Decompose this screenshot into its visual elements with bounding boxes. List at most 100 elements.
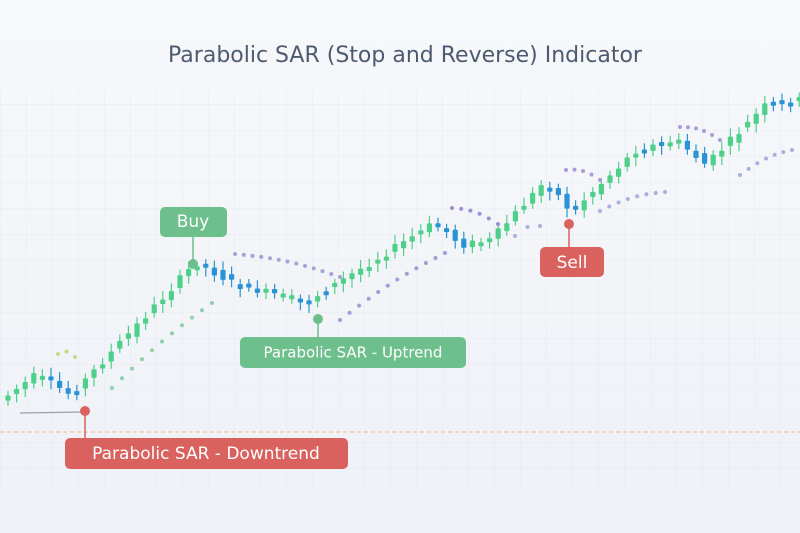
sar-dot	[468, 208, 473, 213]
sar-dot	[513, 234, 517, 238]
candle	[521, 205, 527, 210]
sar-dot	[459, 206, 464, 211]
candle	[229, 274, 235, 280]
sar-dot	[160, 339, 164, 344]
sar-dot	[663, 190, 667, 194]
sar-dot	[56, 352, 60, 356]
candle	[349, 273, 355, 280]
candle	[332, 282, 338, 287]
candle	[641, 149, 647, 154]
candle	[237, 284, 243, 289]
candle	[401, 241, 407, 249]
sar-dot	[755, 161, 760, 166]
sar-dot	[564, 168, 568, 172]
candle	[702, 153, 708, 164]
pointer-line	[19, 411, 86, 414]
candle	[306, 300, 312, 305]
candle	[211, 267, 217, 276]
sar-dot	[170, 331, 174, 336]
candle	[788, 102, 794, 107]
sar-dot	[702, 128, 706, 133]
candle	[358, 268, 364, 275]
sar-dot	[790, 148, 794, 152]
candle	[547, 187, 553, 192]
candle	[48, 376, 54, 381]
candle	[65, 388, 71, 394]
sar-dot	[303, 263, 307, 268]
sar-dot	[329, 272, 334, 277]
sar-dot	[598, 178, 602, 182]
sar-dot	[589, 172, 594, 177]
candle	[426, 223, 432, 233]
sar-dot	[746, 166, 751, 171]
candle	[555, 188, 561, 196]
downtrend-label-box	[65, 438, 348, 469]
candle	[31, 373, 37, 384]
candle	[340, 278, 346, 284]
candle	[504, 223, 510, 232]
sar-dot	[710, 133, 714, 138]
sar-dot	[450, 206, 454, 210]
candle	[581, 200, 587, 211]
candle	[5, 395, 11, 401]
sar-dot	[404, 271, 409, 276]
sar-dot	[338, 318, 342, 322]
candle	[91, 369, 97, 378]
candle	[177, 275, 183, 288]
sar-dot	[781, 150, 786, 155]
candle	[323, 291, 329, 296]
candle	[684, 140, 690, 150]
sar-dot	[477, 211, 482, 216]
candle	[676, 139, 682, 144]
candle	[770, 101, 776, 106]
marker-dot	[188, 259, 198, 269]
candle	[564, 193, 570, 209]
candle	[693, 150, 699, 158]
sar-dot	[311, 266, 316, 271]
sar-dot	[538, 224, 542, 228]
candle	[375, 259, 381, 264]
sar-dot	[764, 156, 768, 161]
candle	[435, 223, 441, 228]
candle	[108, 351, 114, 362]
candle	[616, 168, 622, 177]
sar-dot	[338, 275, 342, 279]
candle	[452, 229, 458, 241]
candle	[779, 100, 785, 105]
sar-dot	[357, 303, 362, 308]
sar-dot	[395, 277, 400, 282]
sar-dot	[414, 266, 419, 271]
sar-dot	[276, 257, 281, 262]
buy-label: Buy	[177, 212, 210, 232]
sar-dot	[443, 251, 447, 255]
candle	[220, 269, 226, 280]
uptrend-label: Parabolic SAR - Uptrend	[264, 344, 443, 362]
marker-dot	[80, 406, 90, 416]
candle	[100, 364, 106, 369]
marker-dot	[313, 314, 323, 324]
candle	[650, 144, 656, 151]
candle	[57, 380, 63, 389]
sar-dot	[347, 310, 352, 315]
sar-dot	[140, 357, 144, 362]
uptrend-label-box	[240, 337, 466, 368]
candle	[478, 242, 484, 247]
sar-dot	[250, 253, 255, 258]
sar-dot	[486, 216, 491, 221]
candles	[5, 92, 800, 406]
sar-dot	[678, 125, 682, 129]
sar-dot	[718, 138, 722, 142]
sar-dot	[738, 173, 742, 177]
candle	[710, 154, 716, 166]
candle	[538, 185, 544, 196]
candle	[719, 150, 725, 157]
candle	[383, 256, 389, 261]
sar-dot	[572, 167, 577, 172]
candle	[14, 388, 20, 395]
sar-dot	[653, 190, 658, 195]
sar-dot	[294, 261, 299, 266]
candle	[117, 340, 123, 349]
downtrend-label: Parabolic SAR - Downtrend	[92, 444, 320, 464]
candle	[753, 113, 759, 124]
